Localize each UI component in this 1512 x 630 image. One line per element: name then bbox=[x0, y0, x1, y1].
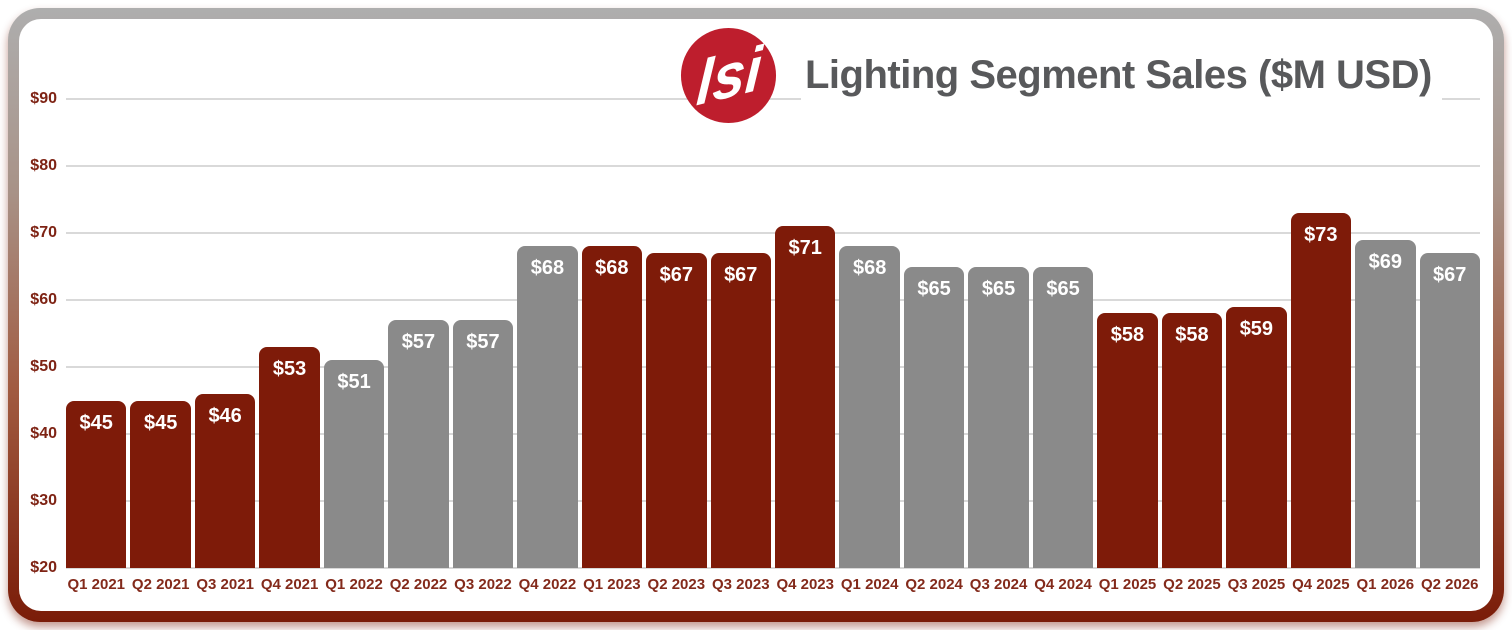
bar-q1-2024: $68 bbox=[839, 246, 900, 568]
x-tick-label: Q2 2026 bbox=[1420, 576, 1479, 593]
bar-value-label: $53 bbox=[272, 357, 307, 380]
x-tick-label: Q4 2025 bbox=[1292, 576, 1350, 593]
x-tick-label: Q1 2022 bbox=[325, 576, 383, 593]
bar-value-label: $51 bbox=[337, 371, 371, 394]
x-tick-label: Q3 2023 bbox=[711, 576, 770, 593]
bar-q2-2026: $67 bbox=[1419, 253, 1480, 568]
chart-header: lsi Lighting Segment Sales ($M USD) bbox=[680, 27, 1442, 123]
bar-value-label: $57 bbox=[401, 331, 436, 354]
x-tick-label: Q4 2022 bbox=[518, 576, 577, 593]
bar-value-label: $45 bbox=[143, 411, 178, 434]
bar-value-label: $73 bbox=[1304, 223, 1338, 246]
bar-q4-2022: $68 bbox=[517, 246, 578, 568]
x-tick-label: Q4 2024 bbox=[1034, 576, 1092, 593]
card-frame: $90 $80 $70 $60 $50 $40 $30 $20 $45 $45 $46 $53 $51… bbox=[8, 8, 1504, 622]
bar-value-label: $65 bbox=[1046, 277, 1080, 300]
bar-value-label: $58 bbox=[1110, 324, 1145, 347]
y-tick-label: $70 bbox=[30, 224, 57, 241]
bar-q4-2024: $65 bbox=[1032, 266, 1094, 568]
gridline bbox=[66, 231, 1480, 234]
x-tick-label: Q4 2023 bbox=[776, 576, 834, 593]
bar-q3-2025: $59 bbox=[1226, 306, 1287, 568]
bar-q1-2022: $51 bbox=[323, 360, 385, 568]
x-tick-label: Q2 2024 bbox=[905, 576, 963, 593]
gridline bbox=[66, 299, 1480, 301]
bar-q1-2023: $68 bbox=[581, 246, 643, 568]
x-tick-label: Q1 2021 bbox=[67, 576, 125, 593]
bar-value-label: $65 bbox=[917, 277, 951, 300]
x-tick-label: Q4 2021 bbox=[260, 576, 319, 593]
bar-value-label: $67 bbox=[1433, 264, 1467, 287]
plot-area: $45 $45 $46 $53 $51 $57 $57 $68 $68 $67 $67 $71 $68 $… bbox=[66, 98, 1480, 569]
gridline bbox=[66, 433, 1480, 435]
x-tick-label: Q1 2023 bbox=[583, 576, 641, 593]
bar-q1-2025: $58 bbox=[1097, 313, 1158, 568]
bar-value-label: $67 bbox=[724, 264, 758, 287]
y-axis: $90 $80 $70 $60 $50 $40 $30 $20 bbox=[19, 90, 57, 576]
bar-q1-2026: $69 bbox=[1355, 239, 1416, 568]
bar-q4-2021: $53 bbox=[259, 346, 320, 568]
bar-value-label: $69 bbox=[1368, 250, 1402, 273]
bar-value-label: $58 bbox=[1175, 324, 1209, 347]
bar-q4-2023: $71 bbox=[774, 226, 836, 568]
y-tick-label: $30 bbox=[30, 492, 57, 509]
x-tick-label: Q3 2021 bbox=[196, 576, 254, 593]
chart-title: Lighting Segment Sales ($M USD) bbox=[801, 27, 1442, 123]
bar-value-label: $59 bbox=[1239, 317, 1274, 340]
chart-card: $90 $80 $70 $60 $50 $40 $30 $20 $45 $45 $46 $53 $51… bbox=[19, 19, 1493, 611]
bar-q1-2021: $45 bbox=[66, 400, 127, 568]
x-tick-label: Q1 2025 bbox=[1098, 576, 1157, 593]
bar-series: $45 $45 $46 $53 $51 $57 $57 $68 $68 $67 $67 $71 $68 $… bbox=[66, 99, 1480, 568]
bar-value-label: $68 bbox=[530, 257, 565, 280]
bar-q2-2025: $58 bbox=[1161, 313, 1223, 568]
gridline bbox=[66, 365, 1480, 368]
gridline bbox=[66, 567, 1480, 569]
y-tick-label: $60 bbox=[30, 291, 57, 308]
lsi-logo-icon: lsi bbox=[680, 27, 777, 123]
bar-q2-2022: $57 bbox=[388, 320, 449, 568]
y-tick-label: $50 bbox=[30, 358, 57, 375]
bar-q2-2023: $67 bbox=[646, 253, 707, 568]
bar-q4-2025: $73 bbox=[1290, 212, 1352, 568]
bar-value-label: $71 bbox=[788, 237, 822, 260]
bar-q3-2021: $46 bbox=[194, 393, 256, 568]
y-tick-label: $40 bbox=[30, 425, 57, 442]
x-tick-label: Q2 2023 bbox=[647, 576, 706, 593]
x-tick-label: Q2 2025 bbox=[1163, 576, 1221, 593]
x-tick-label: Q3 2025 bbox=[1227, 576, 1286, 593]
y-tick-label: $90 bbox=[30, 90, 57, 107]
gridline bbox=[66, 98, 1480, 100]
bar-value-label: $68 bbox=[595, 257, 629, 280]
x-tick-label: Q2 2021 bbox=[131, 576, 190, 593]
y-tick-label: $80 bbox=[30, 157, 57, 174]
bar-q3-2023: $67 bbox=[710, 253, 771, 568]
bar-value-label: $57 bbox=[466, 331, 500, 354]
bar-value-label: $67 bbox=[659, 264, 693, 287]
bar-value-label: $65 bbox=[981, 277, 1016, 300]
bar-q2-2024: $65 bbox=[903, 266, 965, 568]
y-tick-label: $20 bbox=[30, 559, 57, 576]
bar-q2-2021: $45 bbox=[130, 400, 191, 568]
gridline bbox=[66, 164, 1480, 167]
bar-q3-2022: $57 bbox=[452, 320, 514, 568]
bar-value-label: $68 bbox=[852, 257, 887, 280]
gridline bbox=[66, 500, 1480, 502]
x-tick-label: Q1 2024 bbox=[840, 576, 899, 593]
x-tick-label: Q3 2022 bbox=[454, 576, 512, 593]
x-tick-label: Q2 2022 bbox=[389, 576, 448, 593]
x-axis: Q1 2021 Q2 2021 Q3 2021 Q4 2021 Q1 2022 Q2 20… bbox=[66, 576, 1480, 593]
x-tick-label: Q1 2026 bbox=[1356, 576, 1415, 593]
bar-q3-2024: $65 bbox=[968, 266, 1029, 568]
x-tick-label: Q3 2024 bbox=[969, 576, 1028, 593]
bar-value-label: $46 bbox=[208, 404, 242, 427]
bar-value-label: $45 bbox=[79, 411, 113, 434]
